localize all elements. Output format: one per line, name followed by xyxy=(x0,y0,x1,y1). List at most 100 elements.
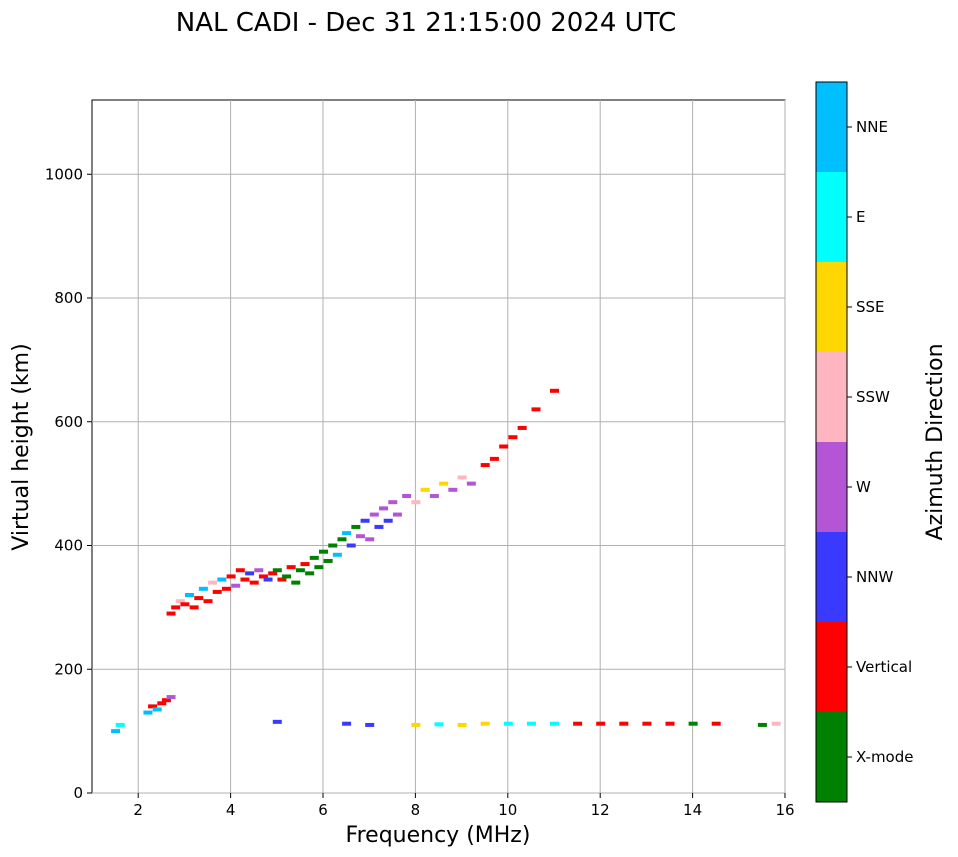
echo-point xyxy=(268,571,278,576)
echo-point xyxy=(503,721,513,726)
echo-point xyxy=(392,512,402,517)
plot-frame xyxy=(91,99,786,794)
y-axis-label: Virtual height (km) xyxy=(9,343,34,550)
colorbar-segment xyxy=(816,82,847,172)
echo-point xyxy=(171,605,181,610)
echo-point xyxy=(489,456,499,461)
echo-point xyxy=(185,593,195,597)
colorbar-label: X-mode xyxy=(856,748,913,766)
colorbar-segment xyxy=(816,442,847,532)
echo-point xyxy=(596,721,606,726)
echo-point xyxy=(448,487,458,492)
colorbar-segment xyxy=(816,262,847,352)
echo-point xyxy=(175,599,185,604)
x-tick-label: 2 xyxy=(133,801,143,819)
echo-point xyxy=(245,571,255,576)
echo-point xyxy=(189,605,199,610)
echo-point xyxy=(434,722,444,727)
echo-point xyxy=(619,721,629,726)
echo-point xyxy=(550,388,559,393)
echo-point xyxy=(115,722,125,727)
echo-point xyxy=(226,574,236,579)
echo-point xyxy=(282,574,292,579)
echo-point xyxy=(771,721,781,726)
echo-point xyxy=(231,583,241,588)
echo-point xyxy=(573,721,583,726)
echo-point xyxy=(531,407,541,412)
echo-point xyxy=(379,506,389,511)
echo-point xyxy=(212,589,222,594)
colorbar-frame xyxy=(815,81,848,803)
colorbar-segment xyxy=(816,352,847,442)
colorbar-segment xyxy=(816,712,847,802)
echo-point xyxy=(254,568,264,573)
data-marks xyxy=(111,388,781,734)
echo-point xyxy=(305,571,315,576)
chart-title: NAL CADI - Dec 31 21:15:00 2024 UTC xyxy=(176,8,676,38)
echo-point xyxy=(550,721,559,726)
echo-point xyxy=(111,729,121,734)
echo-point xyxy=(688,721,698,726)
echo-point xyxy=(152,707,162,712)
echo-point xyxy=(411,500,421,505)
y-tick-label: 1000 xyxy=(45,165,83,183)
echo-point xyxy=(365,537,375,542)
echo-point xyxy=(369,512,379,517)
echo-point xyxy=(374,524,384,529)
echo-point xyxy=(342,531,352,536)
echo-point xyxy=(429,494,439,498)
echo-point xyxy=(217,577,227,582)
echo-point xyxy=(194,596,204,601)
echo-point xyxy=(319,549,328,554)
echo-point xyxy=(402,494,412,498)
y-tick-label: 600 xyxy=(54,413,83,431)
echo-point xyxy=(355,534,365,539)
echo-point xyxy=(221,586,231,591)
echo-point xyxy=(665,721,675,726)
x-tick-label: 16 xyxy=(775,801,794,819)
colorbar-segment xyxy=(816,172,847,262)
echo-point xyxy=(383,518,393,523)
colorbar-segment xyxy=(816,622,847,712)
echo-point xyxy=(249,580,259,585)
echo-point xyxy=(240,577,250,582)
echo-point xyxy=(420,487,430,492)
echo-point xyxy=(180,602,190,607)
echo-point xyxy=(291,580,301,585)
echo-point xyxy=(263,577,273,582)
x-tick-label: 10 xyxy=(498,801,517,819)
echo-point xyxy=(466,481,476,486)
echo-point xyxy=(757,722,767,727)
x-axis-ticks: 2 4 6 8 10 12 14 16 xyxy=(133,793,795,819)
echo-point xyxy=(161,698,171,703)
echo-point xyxy=(328,543,338,548)
y-tick-label: 800 xyxy=(54,289,83,307)
colorbar-segment xyxy=(816,532,847,622)
colorbar-label: NNE xyxy=(856,118,888,136)
colorbar-label: NNW xyxy=(856,568,893,586)
echo-point xyxy=(439,481,449,486)
echo-point xyxy=(480,721,490,726)
echo-point xyxy=(295,568,305,573)
echo-point xyxy=(286,565,296,570)
colorbar-label: E xyxy=(856,208,865,226)
echo-point xyxy=(337,537,347,542)
y-axis-ticks: 0 200 400 600 800 1000 xyxy=(45,165,92,802)
echo-point xyxy=(148,704,158,709)
echo-point xyxy=(360,518,370,523)
y-tick-label: 0 xyxy=(73,784,83,802)
colorbar-title: Azimuth Direction xyxy=(923,343,948,540)
echo-point xyxy=(272,719,282,724)
echo-point xyxy=(457,722,467,727)
echo-point xyxy=(332,552,342,557)
echo-point xyxy=(300,562,310,567)
x-tick-label: 6 xyxy=(318,801,328,819)
echo-point xyxy=(517,425,527,430)
echo-point xyxy=(508,435,518,440)
echo-point xyxy=(526,721,536,726)
colorbar-label: Vertical xyxy=(856,658,912,676)
colorbar-label: W xyxy=(856,478,871,496)
echo-point xyxy=(411,722,421,727)
x-tick-label: 14 xyxy=(683,801,702,819)
